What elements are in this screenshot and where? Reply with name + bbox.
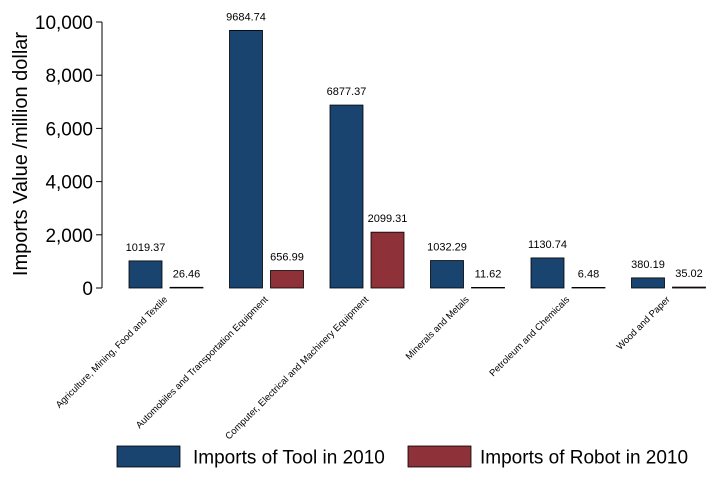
bars <box>128 29 706 289</box>
data-label: 656.99 <box>270 252 304 264</box>
bar-tool <box>128 260 163 289</box>
x-axis-category-labels: Agriculture, Mining, Food and TextileAut… <box>54 294 673 442</box>
data-label: 1130.74 <box>528 239 567 251</box>
bar-robot <box>672 286 706 289</box>
data-labels: 1019.37 26.46 9684.74 656.99 6877.37 2099.31 1… <box>126 11 703 280</box>
bar-robot <box>270 270 304 289</box>
y-tick-label: 10,000 <box>35 13 93 34</box>
data-label: 1032.29 <box>427 242 467 254</box>
y-axis: 0 2,000 4,000 6,000 8,000 10,000 <box>35 13 103 300</box>
data-label: 6.48 <box>578 268 599 280</box>
data-label: 1019.37 <box>126 242 166 254</box>
x-category-label: Agriculture, Mining, Food and Textile <box>54 294 170 410</box>
data-label: 2099.31 <box>368 213 408 225</box>
x-category-label: Minerals and Metals <box>404 294 472 362</box>
data-label: 6877.37 <box>327 86 367 98</box>
legend-swatch <box>116 445 181 468</box>
data-label: 35.02 <box>675 268 703 280</box>
data-label: 26.46 <box>173 268 201 280</box>
bar-tool <box>329 104 364 289</box>
data-label: 11.62 <box>475 268 502 280</box>
bar-robot <box>471 286 505 289</box>
legend-swatch <box>407 445 472 468</box>
bar-robot <box>169 286 204 289</box>
bar-robot <box>571 286 606 289</box>
bar-tool <box>229 29 263 289</box>
legend-label: Imports of Tool in 2010 <box>193 448 385 469</box>
y-tick-label: 4,000 <box>45 173 93 194</box>
x-category-label: Wood and Paper <box>615 294 673 352</box>
bar-tool <box>430 260 464 289</box>
y-tick-label: 6,000 <box>45 119 93 140</box>
data-label: 380.19 <box>631 259 665 271</box>
y-tick-label: 0 <box>82 279 93 300</box>
bar-tool <box>530 257 565 289</box>
y-tick-label: 8,000 <box>45 66 93 87</box>
legend-label: Imports of Robot in 2010 <box>480 448 688 469</box>
bar-robot <box>370 231 405 289</box>
x-category-label: Petroleum and Chemicals <box>487 294 572 379</box>
y-axis-label: Imports Value /million dollar <box>10 32 32 277</box>
bar-tool <box>631 277 665 289</box>
legend: Imports of Tool in 2010 Imports of Robot … <box>116 445 688 469</box>
data-label: 9684.74 <box>226 11 266 23</box>
y-tick-label: 2,000 <box>45 226 93 247</box>
